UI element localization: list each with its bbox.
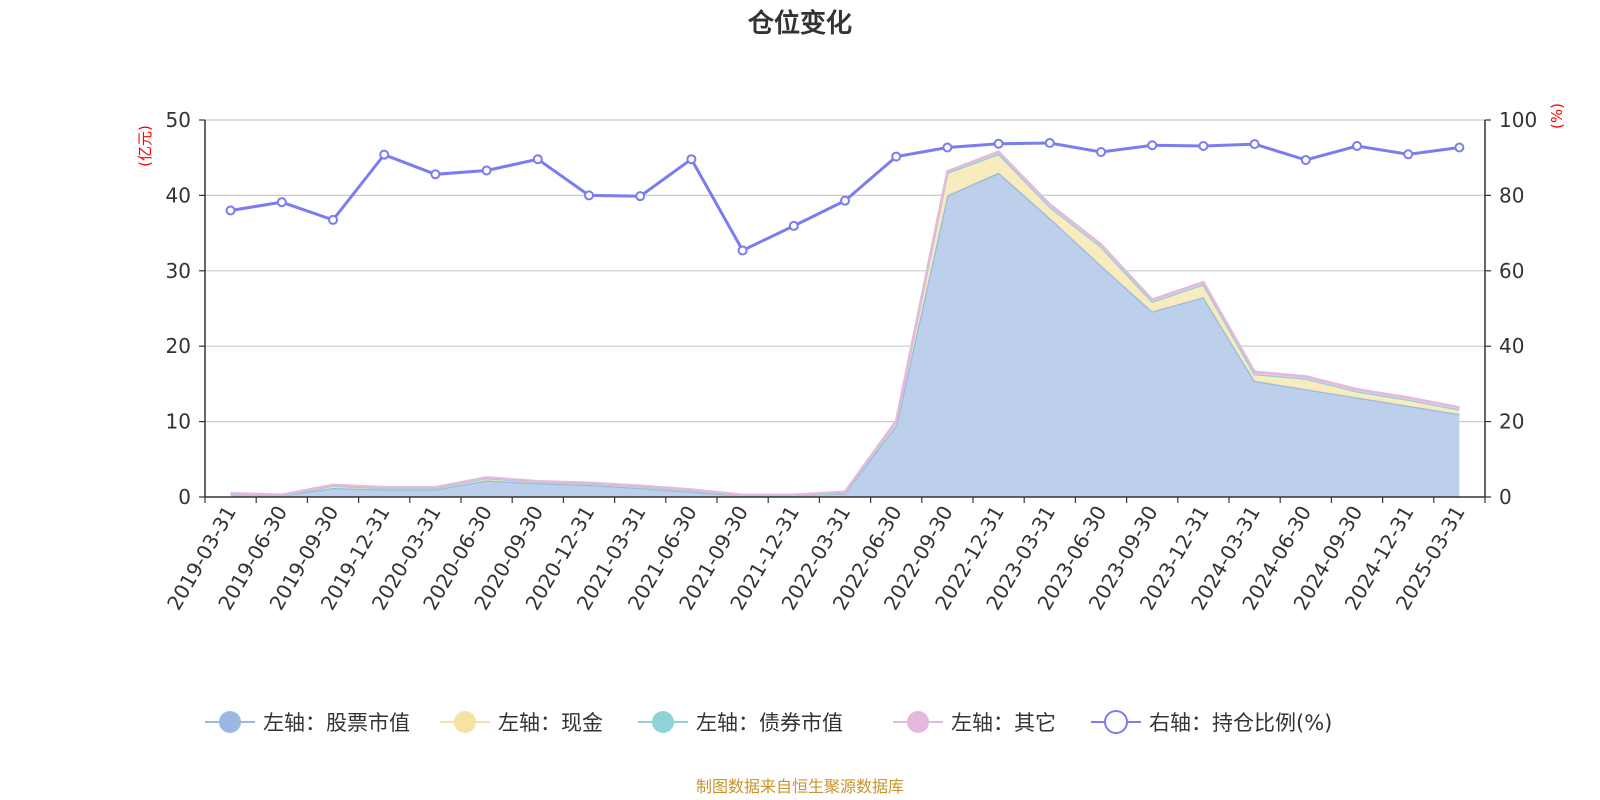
ratio-point bbox=[1096, 147, 1106, 158]
ratio-point bbox=[379, 149, 390, 160]
ratio-point bbox=[328, 214, 338, 225]
ratio-point bbox=[276, 197, 287, 208]
ratio-point bbox=[1198, 141, 1209, 152]
right-tick-label: 20 bbox=[1499, 410, 1524, 434]
legend-item[interactable]: 左轴：股票市值 bbox=[205, 711, 410, 735]
chart-title: 仓位变化 bbox=[747, 8, 852, 39]
legend-label: 右轴：持仓比例(%) bbox=[1149, 711, 1332, 735]
left-tick-label: 50 bbox=[166, 108, 191, 132]
left-tick-label: 30 bbox=[166, 259, 191, 283]
ratio-point bbox=[584, 190, 594, 201]
legend-label: 左轴：现金 bbox=[498, 711, 603, 735]
ratio-point bbox=[788, 220, 799, 231]
ratio-point bbox=[891, 151, 902, 162]
legend: 左轴：股票市值 左轴：现金 左轴：债券市值 左轴：其它 右轴：持仓比例(%) bbox=[205, 710, 1332, 735]
source-note: 制图数据来自恒生聚源数据库 bbox=[696, 777, 904, 796]
right-tick-label: 60 bbox=[1499, 259, 1524, 283]
axes: 010203040500204060801002019-03-312019-06… bbox=[162, 108, 1537, 614]
legend-item[interactable]: 左轴：现金 bbox=[440, 711, 603, 735]
area-fill bbox=[230, 172, 1460, 498]
legend-marker bbox=[1104, 710, 1128, 734]
left-tick-label: 20 bbox=[166, 334, 191, 358]
legend-marker bbox=[907, 711, 929, 733]
ratio-point bbox=[1249, 139, 1260, 150]
left-axis-unit: (亿元) bbox=[136, 125, 154, 167]
legend-label: 左轴：股票市值 bbox=[263, 711, 410, 735]
ratio-point bbox=[840, 195, 850, 206]
legend-label: 左轴：其它 bbox=[951, 711, 1056, 735]
right-tick-label: 100 bbox=[1499, 108, 1537, 132]
legend-item[interactable]: 左轴：债券市值 bbox=[638, 711, 843, 735]
ratio-point bbox=[1147, 140, 1158, 151]
ratio-point bbox=[1352, 141, 1362, 152]
ratio-point bbox=[942, 142, 953, 153]
ratio-point bbox=[686, 154, 697, 165]
right-tick-label: 80 bbox=[1499, 183, 1524, 207]
legend-item[interactable]: 右轴：持仓比例(%) bbox=[1091, 710, 1332, 735]
legend-marker bbox=[219, 711, 241, 733]
right-axis-unit: (%) bbox=[1548, 103, 1566, 129]
left-tick-label: 40 bbox=[166, 183, 191, 207]
ratio-point bbox=[1300, 154, 1311, 165]
ratio-point bbox=[481, 165, 492, 176]
legend-item[interactable]: 左轴：其它 bbox=[893, 711, 1056, 735]
ratio-point bbox=[430, 169, 441, 180]
legend-marker bbox=[454, 711, 476, 733]
right-tick-label: 40 bbox=[1499, 334, 1524, 358]
ratio-point bbox=[993, 138, 1004, 149]
ratio-point bbox=[1044, 137, 1055, 148]
area-series bbox=[230, 150, 1460, 498]
ratio-point bbox=[1454, 142, 1465, 153]
line-series bbox=[225, 137, 1465, 256]
ratio-point bbox=[1403, 149, 1414, 160]
left-tick-label: 10 bbox=[166, 410, 191, 434]
left-tick-label: 0 bbox=[178, 485, 191, 509]
ratio-point bbox=[225, 205, 236, 216]
ratio-point bbox=[737, 245, 748, 256]
ratio-point bbox=[635, 191, 646, 202]
legend-marker bbox=[652, 711, 674, 733]
ratio-point bbox=[532, 154, 543, 165]
right-tick-label: 0 bbox=[1499, 485, 1512, 509]
area-line bbox=[230, 150, 1460, 496]
legend-label: 左轴：债券市值 bbox=[696, 711, 843, 735]
